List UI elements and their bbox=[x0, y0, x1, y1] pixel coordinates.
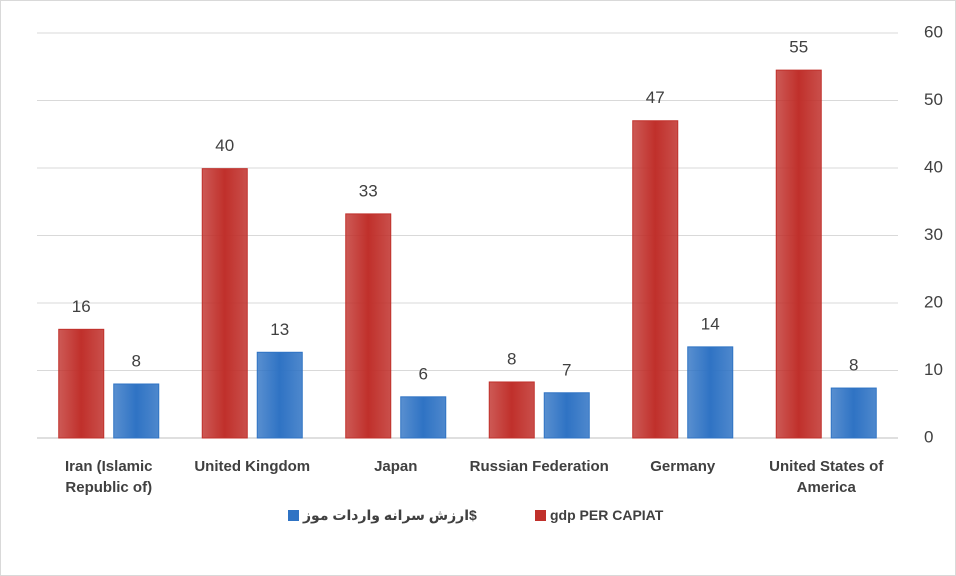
data-label: 8 bbox=[132, 351, 141, 370]
bar bbox=[58, 328, 105, 439]
data-label: 47 bbox=[646, 88, 665, 107]
bar bbox=[775, 69, 822, 439]
data-label: 6 bbox=[419, 364, 428, 383]
bar bbox=[543, 392, 590, 439]
y-tick-label: 0 bbox=[924, 427, 933, 446]
bar bbox=[201, 168, 248, 439]
legend-item: ارزش سرانه واردات موز$ bbox=[288, 507, 477, 524]
legend-item: gdp PER CAPIAT bbox=[535, 507, 663, 523]
x-tick-label: Germany bbox=[650, 458, 716, 475]
bar bbox=[345, 213, 392, 439]
data-label: 40 bbox=[215, 136, 234, 155]
legend-swatch bbox=[535, 509, 546, 521]
x-tick-label: United States of America bbox=[769, 458, 884, 496]
bar bbox=[113, 383, 160, 439]
bar bbox=[830, 387, 877, 439]
data-label: 55 bbox=[789, 38, 808, 57]
x-tick-label: Russian Federation bbox=[469, 458, 609, 475]
bar bbox=[400, 396, 447, 439]
data-label: 8 bbox=[849, 356, 858, 375]
bar bbox=[687, 346, 734, 439]
bar bbox=[488, 381, 535, 439]
bar bbox=[632, 120, 679, 439]
y-tick-label: 30 bbox=[924, 225, 943, 244]
legend-label: ارزش سرانه واردات موز$ bbox=[303, 507, 477, 523]
data-label: 16 bbox=[72, 297, 91, 316]
y-tick-label: 10 bbox=[924, 360, 943, 379]
data-label: 8 bbox=[507, 349, 516, 368]
x-tick-label: Japan bbox=[374, 458, 418, 475]
data-label: 7 bbox=[562, 360, 571, 379]
y-tick-label: 60 bbox=[924, 22, 943, 41]
y-tick-label: 20 bbox=[924, 292, 943, 311]
x-tick-label: Iran (Islamic Republic of) bbox=[64, 458, 153, 496]
x-tick-label: United Kingdom bbox=[194, 458, 311, 475]
legend-label: gdp PER CAPIAT bbox=[550, 507, 664, 523]
y-tick-label: 50 bbox=[924, 90, 943, 109]
legend-swatch bbox=[288, 510, 299, 521]
data-label: 33 bbox=[359, 181, 378, 200]
y-tick-label: 40 bbox=[924, 157, 943, 176]
bar bbox=[256, 351, 303, 439]
data-label: 14 bbox=[701, 314, 720, 333]
data-label: 13 bbox=[270, 320, 289, 339]
